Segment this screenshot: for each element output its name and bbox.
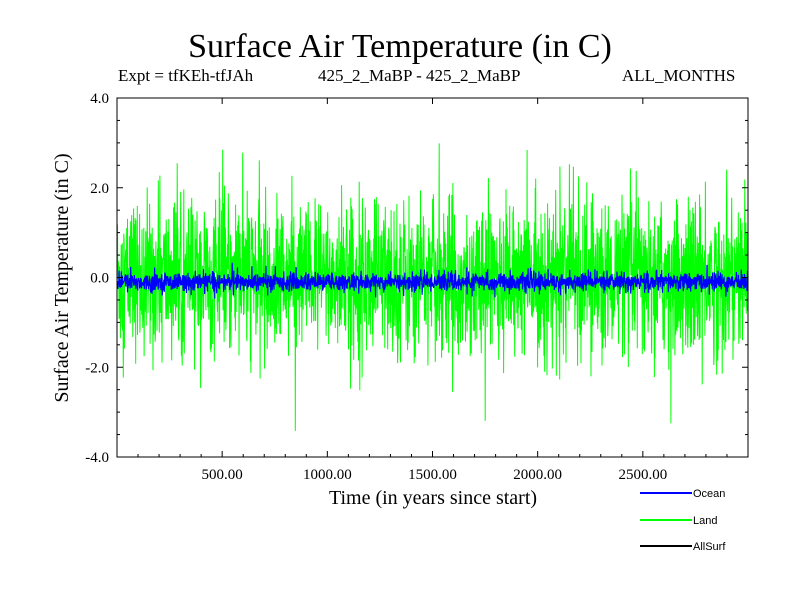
x-tick-label: 1000.00 bbox=[303, 467, 352, 483]
y-tick-label: -4.0 bbox=[85, 450, 109, 466]
x-tick-label: 1500.00 bbox=[408, 467, 457, 483]
x-axis-label: Time (in years since start) bbox=[329, 487, 537, 509]
chart-title: Surface Air Temperature (in C) bbox=[188, 28, 612, 65]
y-axis-label: Surface Air Temperature (in C) bbox=[51, 153, 73, 402]
x-tick-label: 2000.00 bbox=[513, 467, 562, 483]
x-tick-label: 500.00 bbox=[202, 467, 243, 483]
months-label: ALL_MONTHS bbox=[622, 66, 736, 85]
series-land-line bbox=[117, 143, 748, 431]
y-tick-label: -2.0 bbox=[85, 360, 109, 376]
series-ocean-line bbox=[117, 262, 748, 299]
y-tick-label: 0.0 bbox=[90, 271, 109, 287]
y-tick-label: 4.0 bbox=[90, 91, 109, 107]
runs-label: 425_2_MaBP - 425_2_MaBP bbox=[318, 66, 521, 85]
legend-label-ocean: Ocean bbox=[693, 488, 725, 500]
legend-label-allsurf: AllSurf bbox=[693, 541, 726, 553]
y-tick-label: 2.0 bbox=[90, 181, 109, 197]
legend-label-land: Land bbox=[693, 515, 717, 527]
legend: Ocean Land AllSurf bbox=[640, 488, 726, 553]
experiment-label: Expt = tfKEh-tfJAh bbox=[118, 66, 254, 85]
x-tick-label: 2500.00 bbox=[618, 467, 667, 483]
